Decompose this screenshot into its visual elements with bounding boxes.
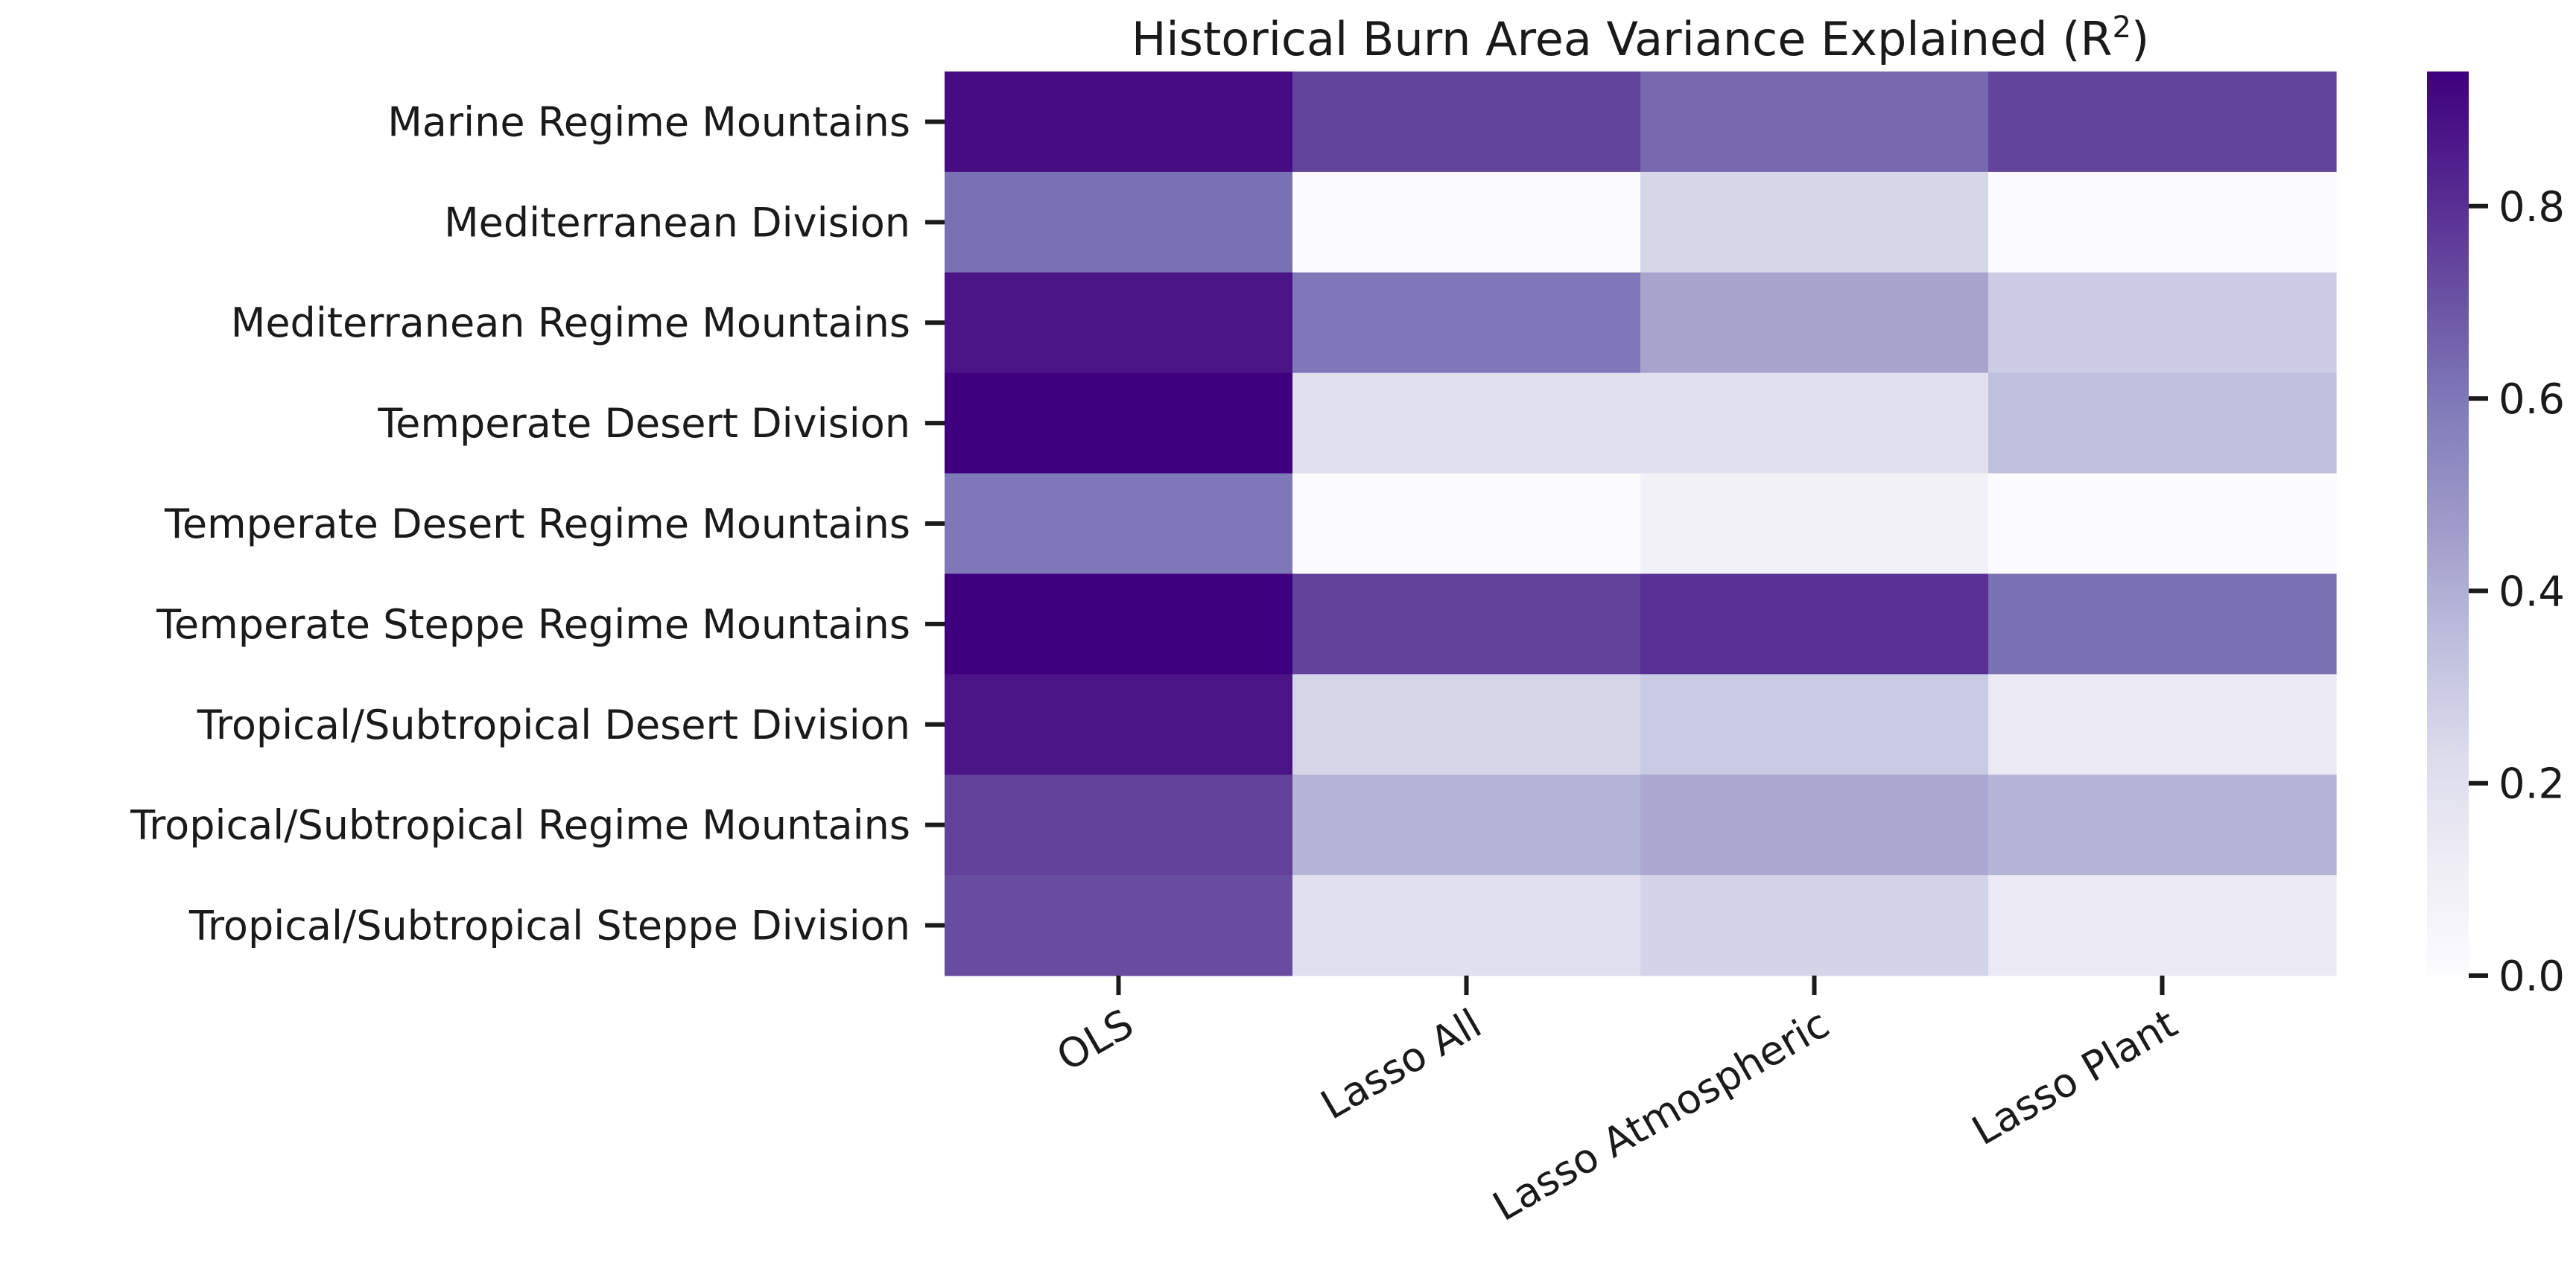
colorbar-tick-label: 0.6 bbox=[2499, 375, 2565, 424]
heatmap-cell bbox=[1988, 875, 2337, 976]
heatmap-cell bbox=[1988, 372, 2337, 474]
heatmap-cell bbox=[1292, 775, 1641, 876]
heatmap-cell bbox=[945, 875, 1293, 976]
heatmap-cell bbox=[945, 674, 1293, 775]
row-tick-label: Tropical/Subtropical Steppe Division bbox=[188, 903, 910, 950]
chart-title: Historical Burn Area Variance Explained … bbox=[1132, 10, 2149, 66]
heatmap-cell bbox=[1292, 71, 1641, 173]
colorbar-tick-label: 0.8 bbox=[2499, 183, 2565, 232]
row-tick-label: Tropical/Subtropical Desert Division bbox=[197, 702, 910, 748]
chart-title-suffix: ) bbox=[2131, 12, 2149, 66]
column-tick-label: OLS bbox=[1049, 1000, 1141, 1081]
heatmap-cell bbox=[1988, 473, 2337, 575]
colorbar-tick-label: 0.2 bbox=[2499, 760, 2565, 809]
heatmap-cell bbox=[945, 473, 1293, 575]
row-tick-label: Temperate Desert Regime Mountains bbox=[164, 500, 910, 547]
heatmap-cell bbox=[1640, 372, 1989, 474]
heatmap-cell bbox=[1988, 573, 2337, 675]
row-tick-label: Tropical/Subtropical Regime Mountains bbox=[130, 802, 910, 849]
row-tick-label: Temperate Desert Division bbox=[377, 400, 910, 447]
row-tick-labels: Marine Regime Mountains Mediterranean Div… bbox=[130, 98, 945, 950]
heatmap-cell bbox=[1292, 272, 1641, 374]
heatmap-cell bbox=[1640, 674, 1989, 775]
heatmap-cell bbox=[1292, 875, 1641, 976]
heatmap-cell bbox=[945, 272, 1293, 374]
heatmap-cell bbox=[1988, 171, 2337, 273]
colorbar: 0.0 0.2 0.4 0.6 0.8 bbox=[2427, 71, 2565, 1001]
colorbar-tick-label: 0.0 bbox=[2499, 953, 2565, 1001]
heatmap-cell bbox=[1988, 71, 2337, 173]
heatmap-cell bbox=[945, 71, 1293, 173]
heatmap-cell bbox=[1292, 171, 1641, 273]
heatmap-cell bbox=[1640, 272, 1989, 374]
heatmap-cell bbox=[945, 372, 1293, 474]
heatmap-cell bbox=[945, 775, 1293, 876]
chart-title-superscript: 2 bbox=[2113, 10, 2131, 45]
row-tick-label: Mediterranean Division bbox=[444, 199, 910, 246]
heatmap-cell bbox=[1988, 272, 2337, 374]
heatmap-cells bbox=[945, 71, 2337, 976]
heatmap-cell bbox=[1988, 775, 2337, 876]
heatmap-cell bbox=[1292, 473, 1641, 575]
heatmap-cell bbox=[945, 171, 1293, 273]
heatmap-cell bbox=[1640, 875, 1989, 976]
row-tick-label: Temperate Steppe Regime Mountains bbox=[156, 601, 910, 648]
heatmap-cell bbox=[1988, 674, 2337, 775]
colorbar-tick-label: 0.4 bbox=[2499, 567, 2565, 616]
row-tick-label: Mediterranean Regime Mountains bbox=[231, 299, 910, 346]
heatmap-cell bbox=[1640, 775, 1989, 876]
heatmap-cell bbox=[1640, 71, 1989, 173]
column-tick-label: Lasso All bbox=[1313, 1000, 1489, 1129]
heatmap-cell bbox=[1640, 171, 1989, 273]
colorbar-gradient bbox=[2427, 71, 2469, 976]
chart-title-main: Historical Burn Area Variance Explained … bbox=[1132, 12, 2113, 66]
row-tick-label: Marine Regime Mountains bbox=[387, 98, 910, 145]
heatmap-cell bbox=[1640, 573, 1989, 675]
heatmap-cell bbox=[1640, 473, 1989, 575]
column-tick-label: Lasso Atmospheric bbox=[1485, 1000, 1837, 1230]
column-tick-label: Lasso Plant bbox=[1964, 1000, 2185, 1154]
heatmap-cell bbox=[1292, 573, 1641, 675]
heatmap-cell bbox=[1292, 372, 1641, 474]
heatmap-cell bbox=[1292, 674, 1641, 775]
heatmap-cell bbox=[945, 573, 1293, 675]
